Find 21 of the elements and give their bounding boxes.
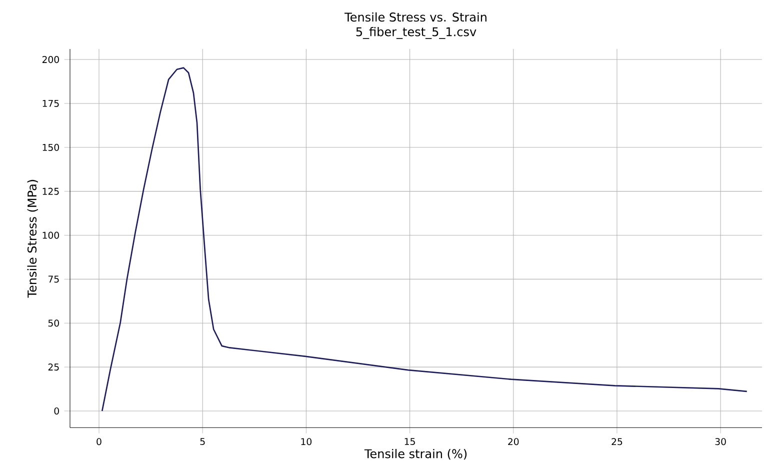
y-tick-label: 150	[42, 144, 59, 151]
chart-subtitle: 5_fiber_test_5_1.csv	[356, 27, 476, 39]
x-tick-label: 30	[715, 438, 726, 446]
y-axis-title: Tensile Stress (MPa)	[27, 180, 38, 298]
x-tick-label: 10	[301, 438, 312, 446]
x-tick-label: 25	[612, 438, 622, 446]
x-tick-label: 5	[200, 438, 205, 445]
x-tick-label: 20	[508, 438, 519, 446]
y-tick-label: 50	[48, 320, 59, 327]
y-tick-label: 200	[42, 56, 59, 64]
y-tick-label: 125	[42, 188, 59, 195]
y-tick-label: 0	[54, 407, 59, 414]
y-tick-label: 175	[42, 100, 59, 107]
x-axis-title: Tensile strain (%)	[364, 448, 467, 460]
y-tick-label: 25	[48, 364, 59, 371]
x-tick-label: 0	[96, 438, 102, 446]
y-tick-label: 100	[42, 232, 59, 239]
line-series	[101, 67, 748, 412]
chart-title: Tensile Stress vs. Strain	[344, 12, 486, 22]
y-tick-label: 75	[48, 276, 59, 283]
x-tick-label: 15	[404, 438, 415, 445]
